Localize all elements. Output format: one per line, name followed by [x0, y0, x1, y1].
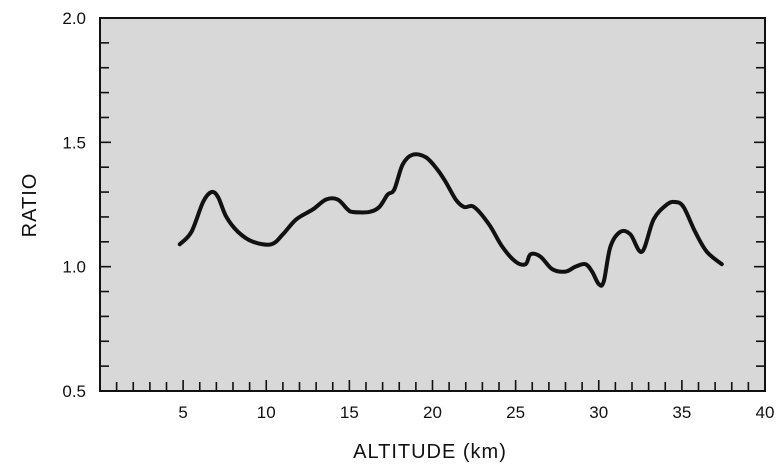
- y-tick-label: 2.0: [62, 9, 86, 28]
- plot-area: [100, 18, 765, 391]
- x-tick-label: 40: [756, 403, 775, 422]
- y-axis-title: RATIO: [19, 173, 41, 238]
- x-tick-label: 30: [589, 403, 608, 422]
- y-tick-label: 1.0: [62, 258, 86, 277]
- x-tick-label: 25: [506, 403, 525, 422]
- y-tick-label: 0.5: [62, 382, 86, 401]
- y-tick-label: 1.5: [62, 133, 86, 152]
- x-tick-label: 35: [672, 403, 691, 422]
- x-tick-label: 15: [340, 403, 359, 422]
- x-tick-label: 20: [423, 403, 442, 422]
- plot-frame: [99, 17, 766, 392]
- series-line: [177, 152, 724, 288]
- x-axis-title: ALTITUDE (km): [353, 441, 507, 463]
- x-tick-label: 5: [178, 403, 187, 422]
- x-tick-label: 10: [257, 403, 276, 422]
